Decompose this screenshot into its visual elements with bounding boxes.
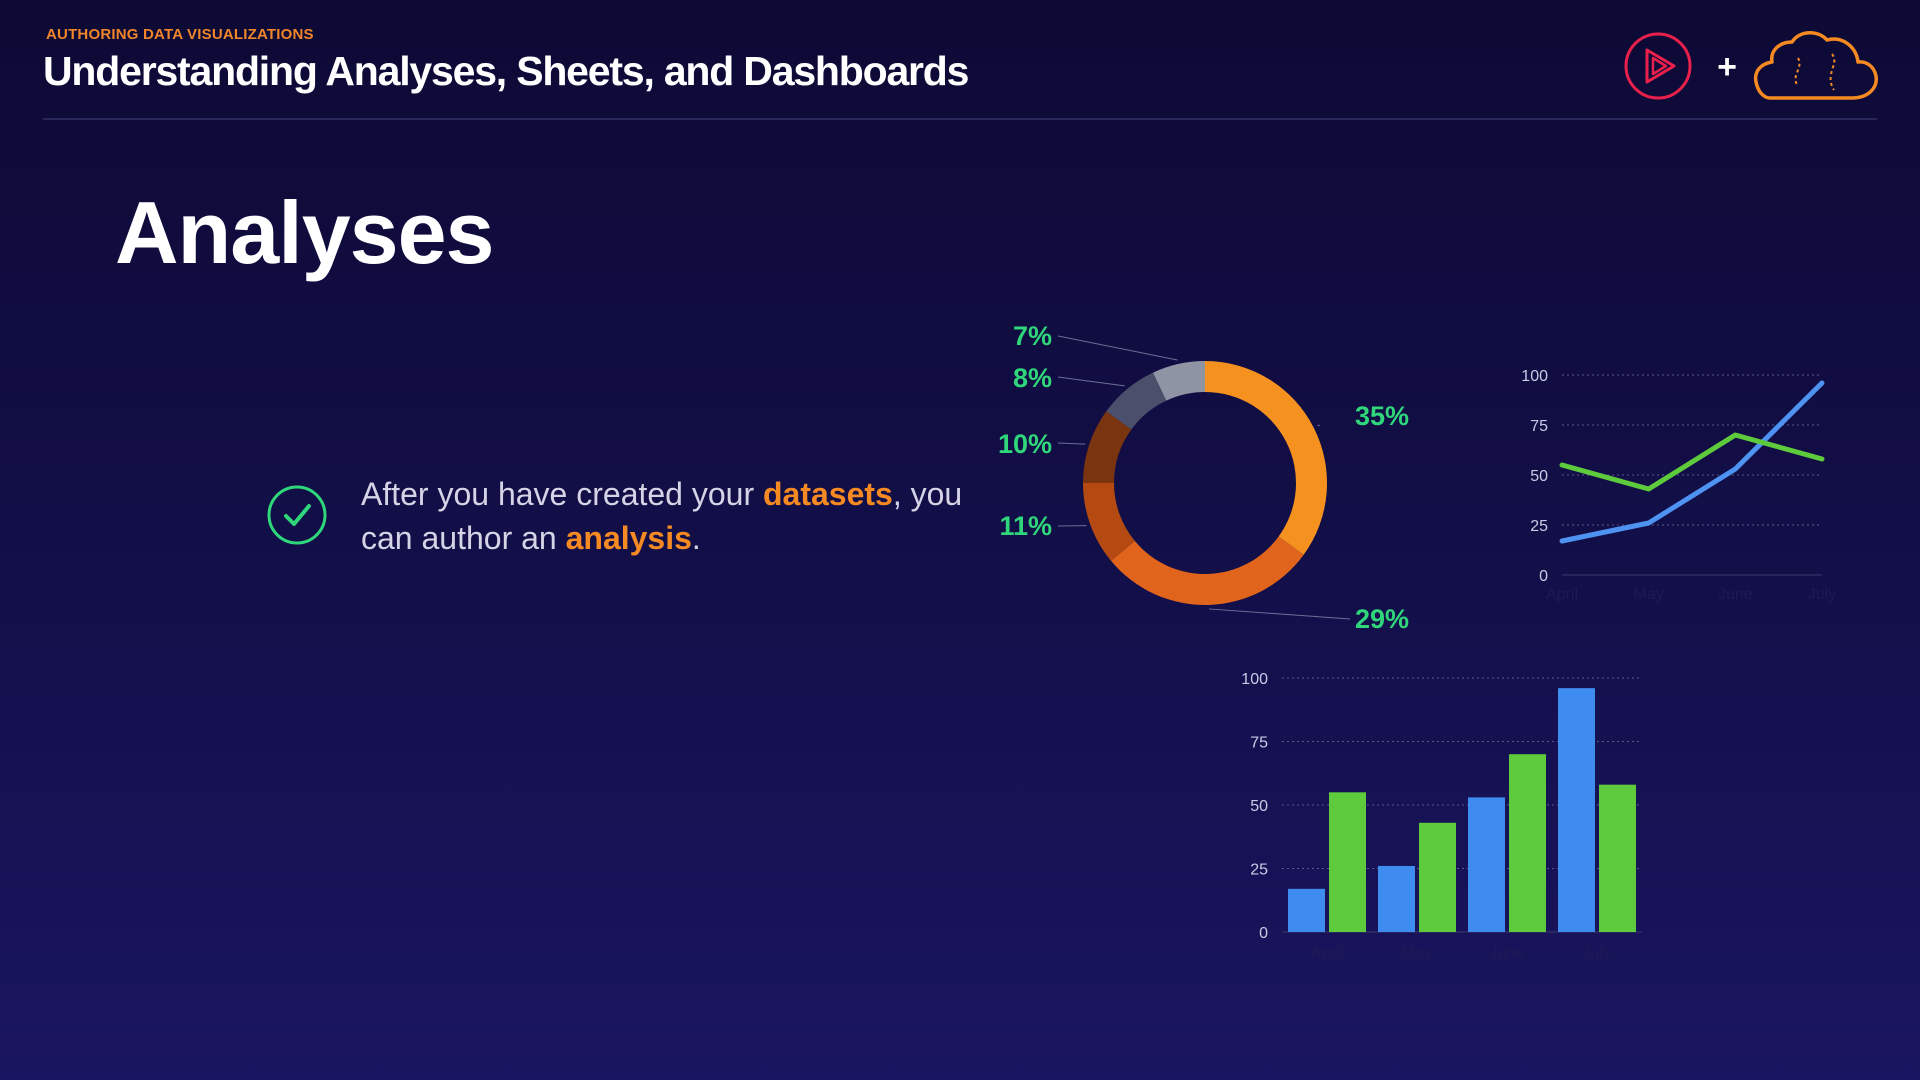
page-title: Understanding Analyses, Sheets, and Dash… — [43, 48, 969, 94]
y-tick-label: 0 — [1259, 925, 1268, 942]
y-tick-label: 0 — [1539, 568, 1548, 585]
bar — [1329, 792, 1366, 932]
bullet-text-part-2: , you can author an — [361, 476, 963, 556]
line-chart: 0 25 50 75 100 April May June July — [1500, 360, 1860, 610]
donut-slice — [1110, 536, 1304, 605]
header-logos: + — [1620, 28, 1880, 108]
donut-slice — [1153, 361, 1205, 401]
bar-chart: 0 25 50 75 100 April May June July — [1230, 660, 1650, 970]
x-tick-label: April — [1546, 586, 1578, 603]
section-kicker: AUTHORING DATA VISUALIZATIONS — [46, 26, 314, 43]
aws-quicksight-cloud-logo — [1753, 31, 1878, 100]
y-tick-label: 75 — [1250, 735, 1268, 752]
donut-slice — [1083, 411, 1132, 483]
y-tick-label: 100 — [1521, 368, 1548, 385]
donut-slice — [1106, 372, 1167, 430]
bar — [1599, 784, 1636, 932]
x-tick-label: July — [1808, 586, 1836, 603]
y-tick-label: 100 — [1241, 671, 1268, 688]
donut-label: 29% — [1355, 604, 1409, 634]
donut-chart: 35% 29% 11% 10% 8% 7% — [980, 315, 1420, 645]
highlight-analysis: analysis — [565, 520, 692, 556]
donut-leader-line — [1057, 335, 1178, 361]
x-tick-label: June — [1718, 586, 1753, 603]
y-tick-label: 25 — [1250, 862, 1268, 879]
donut-leader-line — [1057, 442, 1086, 445]
y-tick-label: 50 — [1250, 798, 1268, 815]
donut-label: 8% — [1013, 363, 1052, 393]
donut-label: 7% — [1013, 321, 1052, 351]
bar — [1468, 797, 1505, 932]
x-tick-label: May — [1634, 586, 1664, 603]
x-tick-label: May — [1402, 945, 1432, 962]
donut-slice — [1083, 483, 1135, 561]
bar — [1558, 688, 1595, 932]
donut-leader-line — [1057, 376, 1125, 387]
y-tick-label: 50 — [1530, 468, 1548, 485]
bar — [1509, 754, 1546, 932]
donut-leader-line — [1208, 608, 1351, 620]
donut-label: 11% — [999, 511, 1052, 541]
donut-label: 10% — [998, 429, 1052, 459]
bar — [1419, 822, 1456, 932]
donut-label: 35% — [1355, 401, 1409, 431]
line-series — [1559, 380, 1825, 544]
slide-title: Analyses — [115, 183, 494, 282]
bullet-text-part-3: . — [691, 520, 701, 556]
y-tick-label: 75 — [1530, 418, 1548, 435]
bar — [1288, 888, 1325, 932]
highlight-datasets: datasets — [763, 476, 893, 512]
bullet-text-part-1: After you have created your — [361, 476, 763, 512]
donut-slice — [1205, 361, 1327, 555]
line-series — [1559, 432, 1825, 492]
x-tick-label: June — [1490, 945, 1525, 962]
bar — [1378, 865, 1415, 932]
y-tick-label: 25 — [1530, 518, 1548, 535]
x-tick-label: April — [1311, 945, 1343, 962]
donut-leader-line — [1317, 424, 1321, 427]
check-circle-icon — [266, 484, 328, 546]
x-tick-label: July — [1583, 945, 1611, 962]
logo-plus: + — [1717, 48, 1737, 86]
pluralsight-logo — [1624, 32, 1692, 100]
header-divider — [43, 118, 1877, 120]
bullet-text: After you have created your datasets, yo… — [361, 472, 981, 560]
